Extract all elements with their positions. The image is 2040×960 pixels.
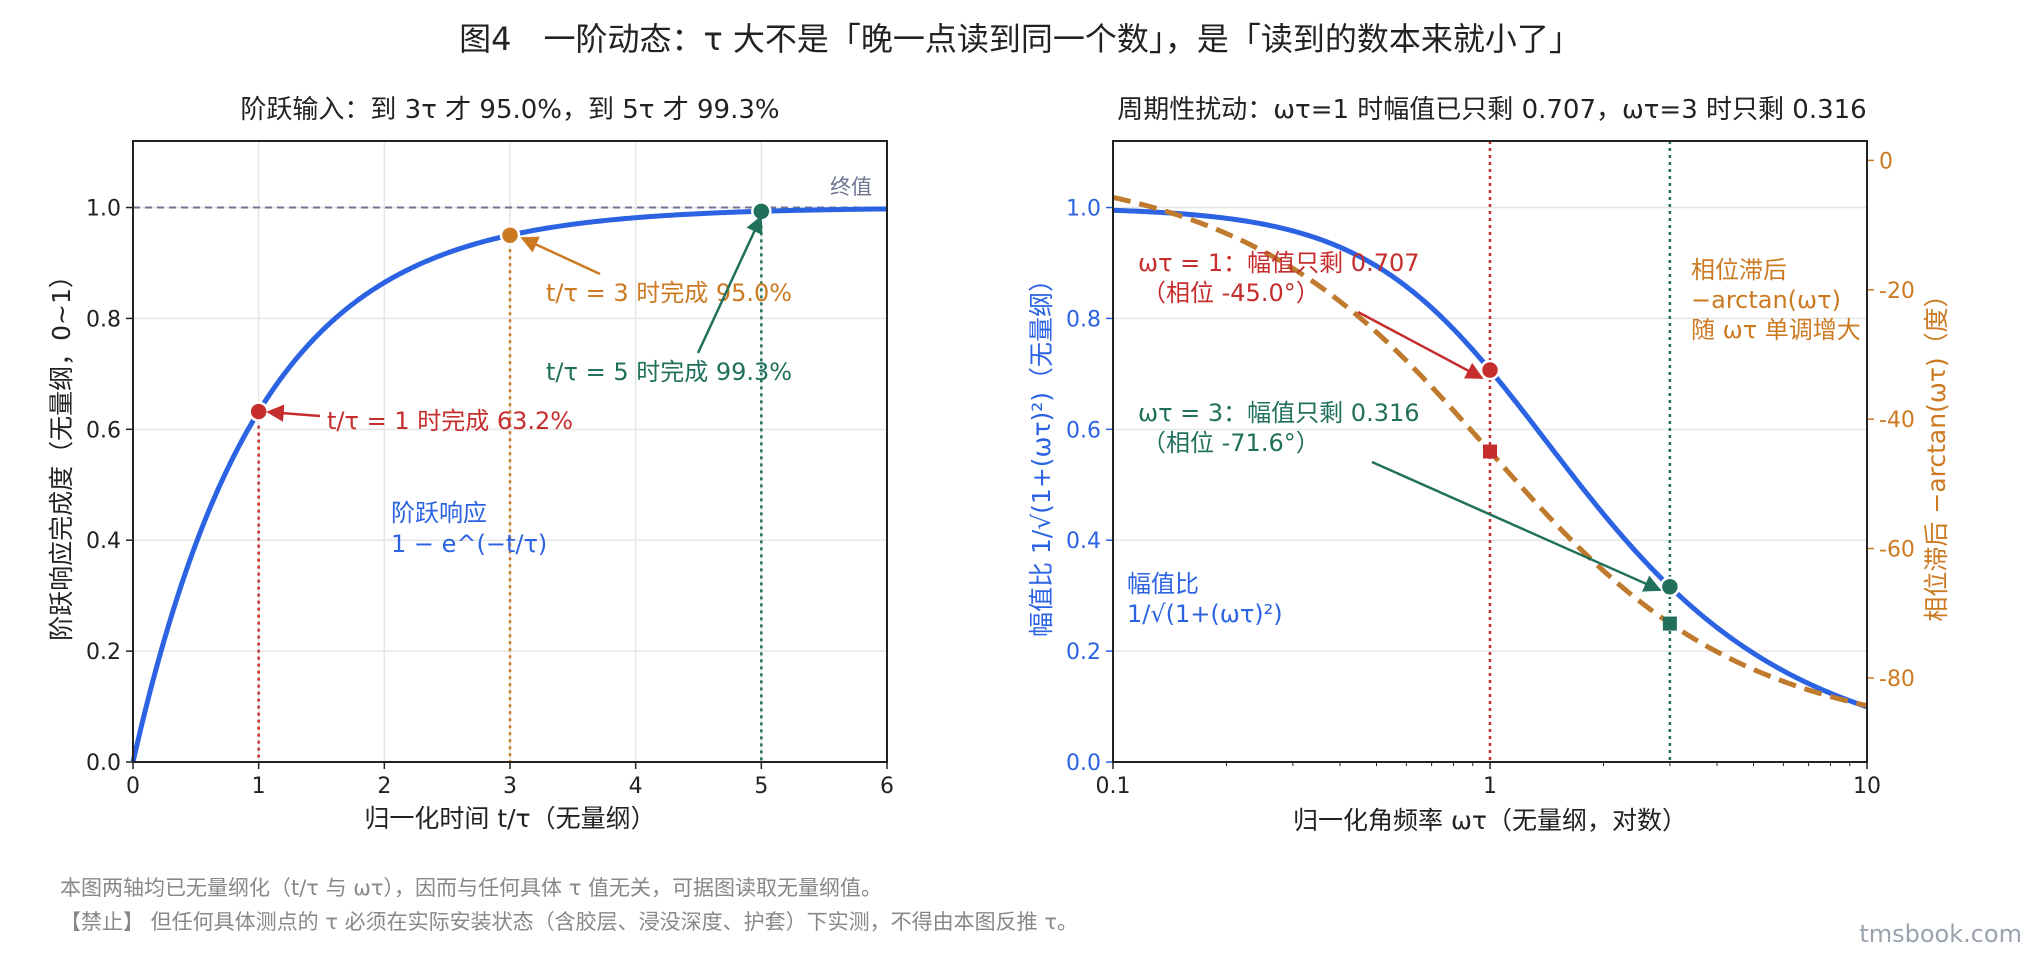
left-y-tick-label: 0.6 bbox=[86, 418, 121, 443]
right-y-tick-label: 0.6 bbox=[1066, 418, 1101, 443]
label-63: t/τ = 1 时完成 63.2% bbox=[327, 407, 573, 435]
left-marker-point bbox=[499, 225, 521, 246]
left-marker-point bbox=[248, 401, 269, 422]
left-x-tick-label: 2 bbox=[377, 774, 391, 799]
left-x-tick-label: 4 bbox=[629, 774, 643, 799]
left-ticks: 0 1 2 3 4 5 6 0.0 0.2 0.4 0.6 0.8 1.0 bbox=[86, 197, 894, 799]
right-y-tick-label: 0.2 bbox=[1066, 640, 1101, 665]
amp-label-2: 1/√(1+(ωτ)²) bbox=[1127, 600, 1283, 628]
arrow-w1 bbox=[1357, 310, 1484, 380]
right-guide-lines bbox=[1488, 141, 1672, 762]
annot-w3-line2: （相位 -71.6°） bbox=[1142, 429, 1320, 457]
left-guide-lines bbox=[257, 211, 763, 762]
right-y-tick-label: 0.0 bbox=[1066, 751, 1101, 776]
right-amplitude-marker bbox=[1659, 576, 1681, 598]
left-plot-frame bbox=[132, 140, 888, 763]
left-y-tick-label: 1.0 bbox=[86, 197, 121, 222]
watermark: tmsbook.com bbox=[1859, 920, 2022, 948]
phase-label-3: 随 ωτ 单调增大 bbox=[1691, 316, 1861, 344]
left-y-axis-label: 阶跃响应完成度（无量纲，0~1） bbox=[47, 263, 76, 641]
right-y2-tick-label: 0 bbox=[1879, 149, 1893, 174]
left-x-tick-label: 6 bbox=[880, 774, 894, 799]
right-phase-marker bbox=[1483, 444, 1497, 459]
right-y-tick-label: 0.8 bbox=[1066, 307, 1101, 332]
step-curve-label-2: 1 − e^(−t/τ) bbox=[391, 530, 547, 558]
annot-w1-line1: ωτ = 1：幅值只剩 0.707 bbox=[1138, 249, 1420, 277]
right-marker-points bbox=[1479, 359, 1681, 631]
left-x-tick-label: 0 bbox=[126, 774, 140, 799]
arrow-95 bbox=[520, 236, 601, 276]
left-y-tick-label: 0.0 bbox=[86, 751, 121, 776]
right-plot-frame bbox=[1112, 140, 1868, 763]
right-y2-tick-label: -60 bbox=[1879, 538, 1915, 563]
right-x-axis-label: 归一化角频率 ωτ（无量纲，对数） bbox=[1293, 806, 1687, 835]
right-y2-tick-label: -80 bbox=[1879, 667, 1915, 692]
right-ticks: 0.1 1 10 0.0 0.2 0.4 0.6 0.8 1.0 0 -20 -40 -60 -80 bbox=[1066, 149, 1915, 799]
annot-w3-line1: ωτ = 3：幅值只剩 0.316 bbox=[1138, 399, 1420, 427]
right-phase-marker bbox=[1662, 616, 1677, 631]
left-y-tick-label: 0.8 bbox=[86, 307, 121, 332]
phase-label-2: −arctan(ωτ) bbox=[1691, 286, 1841, 314]
label-95: t/τ = 3 时完成 95.0% bbox=[546, 279, 792, 307]
right-y2-tick-label: -40 bbox=[1879, 408, 1915, 433]
phase-label-1: 相位滞后 bbox=[1691, 256, 1787, 284]
right-y-axis-label: 幅值比 1/√(1+(ωτ)²)（无量纲） bbox=[1027, 267, 1056, 637]
left-chart: 阶跃输入：到 3τ 才 95.0%，到 5τ 才 99.3% 0 1 2 3 4 5 6 0.… bbox=[47, 95, 894, 833]
left-x-axis-label: 归一化时间 t/τ（无量纲） bbox=[364, 804, 655, 833]
arrow-993 bbox=[696, 215, 763, 354]
label-993: t/τ = 5 时完成 99.3% bbox=[546, 358, 792, 386]
right-chart-title: 周期性扰动：ωτ=1 时幅值已只剩 0.707，ωτ=3 时只剩 0.316 bbox=[1117, 95, 1866, 125]
left-chart-title: 阶跃输入：到 3τ 才 95.0%，到 5τ 才 99.3% bbox=[240, 95, 779, 125]
right-y2-tick-label: -20 bbox=[1879, 279, 1915, 304]
annot-w1-line2: （相位 -45.0°） bbox=[1142, 279, 1320, 307]
left-x-tick-label: 1 bbox=[252, 774, 266, 799]
right-y-tick-label: 0.4 bbox=[1066, 529, 1101, 554]
right-y-tick-label: 1.0 bbox=[1066, 197, 1101, 222]
left-final-value-label: 终值 bbox=[830, 175, 872, 199]
amp-label-1: 幅值比 bbox=[1127, 570, 1199, 598]
figure-title: 图4 一阶动态：τ 大不是「晚一点读到同一个数」，是「读到的数本来就小了」 bbox=[459, 20, 1581, 58]
right-chart: 周期性扰动：ωτ=1 时幅值已只剩 0.707，ωτ=3 时只剩 0.316 0… bbox=[1027, 95, 1951, 835]
right-x-tick-label: 10 bbox=[1853, 774, 1881, 799]
right-amplitude-marker bbox=[1479, 359, 1501, 381]
right-x-tick-label: 1 bbox=[1483, 774, 1497, 799]
arrow-63 bbox=[266, 404, 321, 422]
footnote-2: 【禁止】 但任何具体测点的 τ 必须在实际安装状态（含胶层、浸没深度、护套）下实… bbox=[60, 910, 1078, 934]
left-x-tick-label: 5 bbox=[754, 774, 768, 799]
right-x-tick-label: 0.1 bbox=[1096, 774, 1131, 799]
right-y2-axis-label: 相位滞后 −arctan(ωτ)（度） bbox=[1922, 282, 1951, 621]
left-y-tick-label: 0.4 bbox=[86, 529, 121, 554]
footnote-1: 本图两轴均已无量纲化（t/τ 与 ωτ），因而与任何具体 τ 值无关，可据图读取… bbox=[60, 876, 883, 900]
step-curve-label-1: 阶跃响应 bbox=[391, 499, 487, 527]
arrow-w3 bbox=[1371, 460, 1662, 592]
left-y-tick-label: 0.2 bbox=[86, 640, 121, 665]
left-x-tick-label: 3 bbox=[503, 774, 517, 799]
